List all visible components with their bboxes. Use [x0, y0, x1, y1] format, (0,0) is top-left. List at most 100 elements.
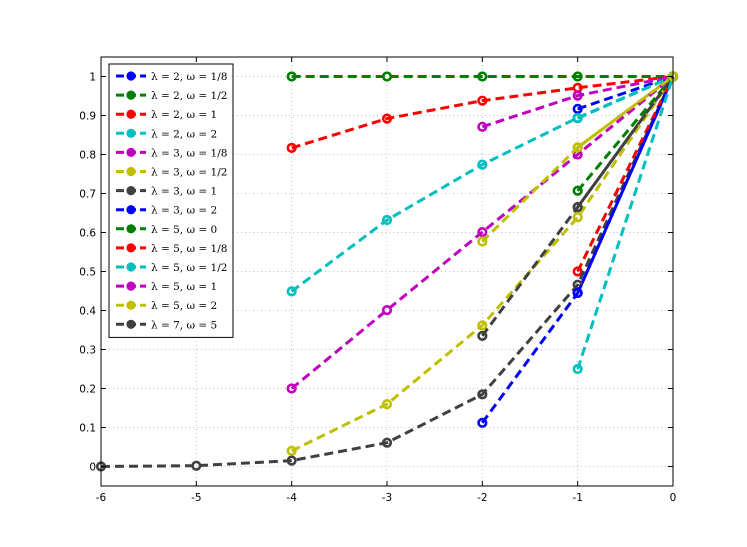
- legend-label: λ = 3, ω = 1/2: [151, 167, 227, 179]
- legend-label: λ = 3, ω = 1: [151, 186, 217, 198]
- series: [572, 71, 679, 299]
- legend-swatch-marker: [126, 300, 136, 310]
- data-point: [477, 121, 488, 132]
- series: [572, 71, 679, 277]
- legend-swatch-marker: [126, 262, 136, 272]
- series-line: [577, 75, 674, 111]
- series-line: [291, 75, 674, 150]
- legend-entry: λ = 2, ω = 1/8: [116, 71, 227, 83]
- data-point: [572, 82, 583, 93]
- legend-swatch-marker: [126, 166, 136, 177]
- data-point: [572, 71, 583, 82]
- data-point: [477, 236, 488, 247]
- data-point: [381, 71, 393, 82]
- legend-entry: λ = 2, ω = 2: [116, 128, 217, 140]
- legend-entry: λ = 5, ω = 2: [116, 300, 217, 312]
- legend-label: λ = 2, ω = 2: [151, 128, 217, 140]
- y-tick-label: 0.9: [79, 111, 96, 123]
- legend-entry: λ = 3, ω = 1: [116, 186, 217, 198]
- data-point: [381, 305, 393, 316]
- data-point: [286, 71, 297, 82]
- data-point: [286, 445, 297, 457]
- x-tick-label: -5: [191, 492, 201, 504]
- data-point: [381, 399, 393, 410]
- data-point: [381, 214, 393, 226]
- data-point: [286, 142, 297, 153]
- y-tick-label: 0.8: [79, 150, 96, 162]
- legend-entry: λ = 2, ω = 1: [116, 109, 217, 121]
- y-tick-label: 0.3: [79, 345, 96, 357]
- series: [286, 71, 679, 394]
- legend-entry: λ = 2, ω = 1/2: [116, 90, 227, 102]
- y-tick-label: 0.6: [79, 228, 96, 240]
- legend-label: λ = 3, ω = 1/8: [151, 147, 227, 159]
- legend-label: λ = 5, ω = 1/8: [151, 243, 227, 255]
- legend-swatch-marker: [126, 224, 136, 234]
- x-tick-label: -6: [96, 492, 107, 504]
- data-point: [477, 330, 488, 341]
- legend-swatch-marker: [126, 319, 136, 329]
- legend-label: λ = 2, ω = 1/2: [151, 90, 227, 102]
- series-line: [576, 75, 675, 273]
- legend-label: λ = 5, ω = 1: [151, 281, 217, 293]
- series-line: [576, 76, 675, 370]
- series-line: [290, 75, 674, 293]
- legend: λ = 2, ω = 1/8 λ = 2, ω = 1/2 λ = 2, ω = 1…: [108, 63, 234, 338]
- x-tick-label: -2: [477, 492, 487, 504]
- data-point: [477, 227, 488, 238]
- data-point: [477, 417, 488, 428]
- legend-swatch-marker: [126, 243, 136, 253]
- data-point: [286, 455, 297, 466]
- legend-label: λ = 7, ω = 5: [151, 319, 217, 331]
- series-line: [576, 75, 675, 294]
- legend-entry: λ = 5, ω = 0: [116, 224, 217, 236]
- y-tick-label: 0.1: [79, 423, 96, 435]
- legend-entry: λ = 3, ω = 1/8: [116, 147, 227, 159]
- data-point: [381, 437, 393, 448]
- series: [572, 71, 679, 375]
- legend-swatch-marker: [126, 71, 136, 81]
- legend-label: λ = 2, ω = 1/8: [151, 71, 227, 83]
- legend-swatch-marker: [126, 90, 136, 100]
- data-point: [191, 460, 202, 471]
- y-tick-label: 1: [89, 72, 96, 84]
- data-point: [572, 112, 583, 123]
- data-point: [381, 113, 393, 124]
- y-tick-label: 0.4: [79, 306, 96, 318]
- data-point: [572, 287, 583, 299]
- data-point: [572, 185, 583, 196]
- data-point: [286, 383, 297, 394]
- legend-swatch-marker: [126, 128, 136, 138]
- legend-entry: λ = 5, ω = 1/2: [116, 262, 227, 274]
- legend-entry: λ = 3, ω = 1/2: [116, 167, 227, 179]
- series-line: [100, 75, 675, 468]
- series-line: [576, 75, 675, 192]
- legend-swatch-marker: [126, 109, 136, 119]
- data-point: [477, 95, 488, 106]
- data-point: [572, 212, 583, 223]
- y-tick-label: 0.2: [79, 384, 96, 396]
- legend-swatch-marker: [126, 281, 136, 291]
- legend-swatch-marker: [126, 205, 136, 215]
- data-point: [477, 71, 488, 82]
- legend-entry: λ = 5, ω = 1: [116, 281, 217, 293]
- legend-label: λ = 5, ω = 2: [151, 300, 217, 312]
- series-line: [291, 75, 675, 453]
- data-point: [477, 320, 488, 331]
- data-point: [572, 266, 583, 277]
- data-point: [572, 142, 583, 153]
- x-tick-label: -3: [382, 492, 392, 504]
- series-line: [481, 75, 674, 129]
- series: [286, 71, 679, 82]
- legend-entry: λ = 3, ω = 2: [116, 205, 217, 217]
- data-point: [477, 389, 488, 400]
- data-point: [572, 363, 583, 375]
- series-line: [481, 75, 675, 337]
- data-point: [477, 159, 488, 170]
- data-point: [572, 202, 583, 213]
- x-tick-label: -4: [286, 492, 297, 504]
- legend-label: λ = 2, ω = 1: [151, 109, 217, 121]
- legend-box: [108, 63, 234, 338]
- y-tick-label: 0: [89, 462, 96, 474]
